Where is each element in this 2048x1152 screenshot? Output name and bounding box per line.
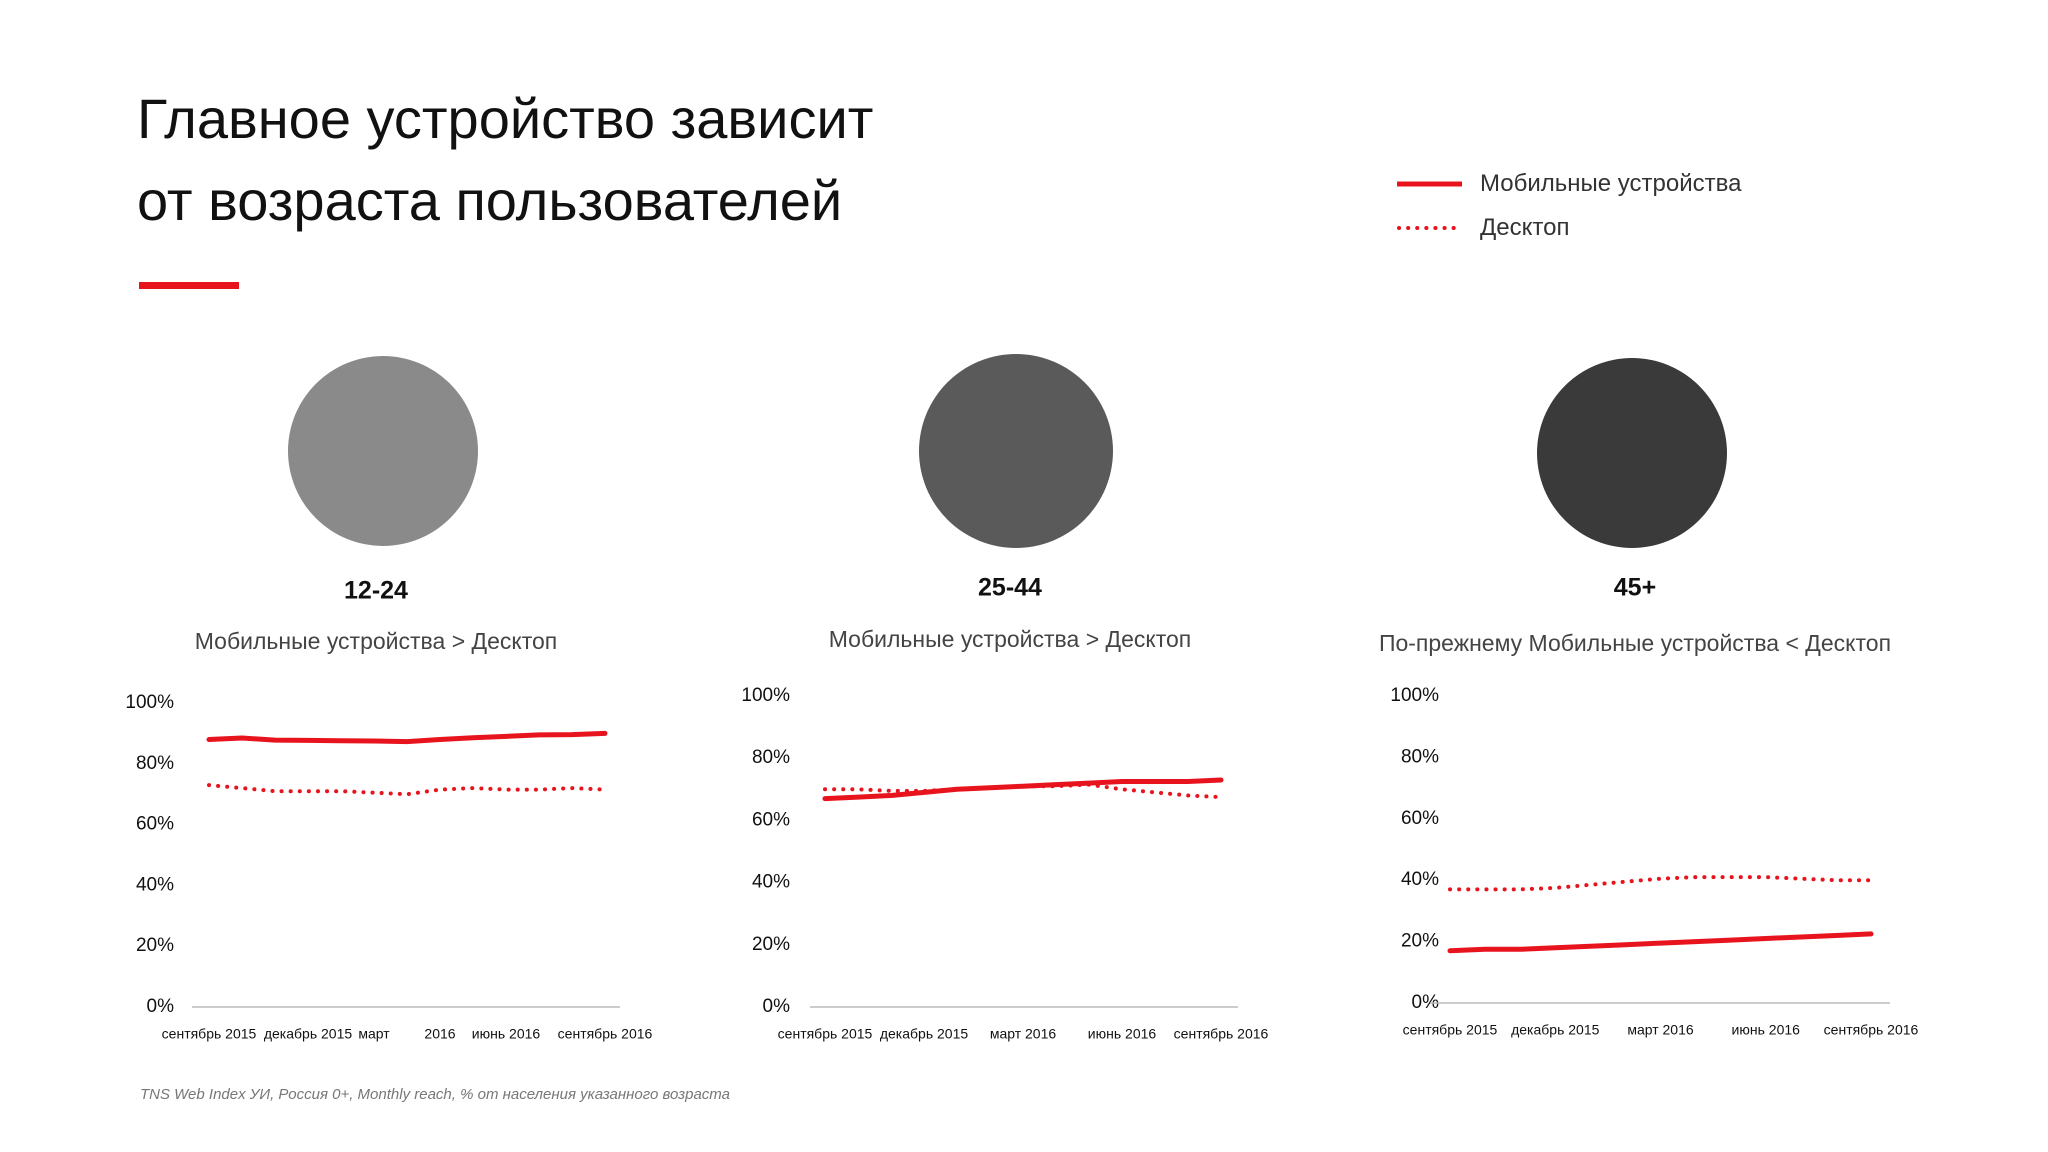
y-tick-label: 40% (1401, 869, 1439, 890)
x-tick-label: декабрь 2015 (264, 1026, 353, 1042)
x-tick-label: декабрь 2015 (880, 1026, 969, 1042)
x-tick-label: март 2016 (990, 1026, 1057, 1042)
x-tick-label: июнь 2016 (1088, 1026, 1157, 1042)
footnote: TNS Web Index УИ, Россия 0+, Monthly rea… (140, 1086, 730, 1103)
y-tick-label: 80% (752, 747, 790, 768)
x-tick-label: сентябрь 2015 (162, 1026, 257, 1042)
series-line (1448, 875, 1873, 892)
title: Главное устройство зависит от возраста п… (137, 87, 874, 232)
x-tick-label: сентябрь 2016 (1174, 1026, 1269, 1042)
y-tick-label: 60% (136, 814, 174, 835)
x-tick-label: 2016 (424, 1026, 455, 1042)
x-tick-label: сентябрь 2015 (778, 1026, 873, 1042)
x-tick-label: декабрь 2015 (1511, 1022, 1600, 1038)
legend-label: Мобильные устройства (1480, 170, 1742, 197)
x-tick-label: сентябрь 2016 (558, 1026, 653, 1042)
y-tick-label: 0% (1412, 992, 1440, 1013)
y-tick-label: 60% (752, 809, 790, 830)
y-tick-label: 100% (1390, 685, 1439, 706)
chart-heading: 12-24 (344, 577, 408, 605)
x-tick-label: март 2016 (1627, 1022, 1694, 1038)
y-tick-label: 40% (136, 874, 174, 895)
chart-subtitle: Мобильные устройства > Десктоп (195, 628, 557, 654)
y-tick-label: 100% (741, 685, 790, 706)
chart-heading: 25-44 (978, 574, 1042, 602)
y-tick-label: 0% (147, 996, 175, 1017)
x-tick-label: март (358, 1026, 390, 1042)
chart-subtitle: Мобильные устройства > Десктоп (829, 626, 1191, 652)
series-line (1447, 931, 1874, 954)
x-tick-label: сентябрь 2015 (1403, 1022, 1498, 1038)
y-tick-label: 80% (136, 753, 174, 774)
y-tick-label: 40% (752, 872, 790, 893)
y-tick-label: 20% (136, 935, 174, 956)
x-tick-label: июнь 2016 (472, 1026, 541, 1042)
y-tick-label: 20% (1401, 931, 1439, 952)
y-tick-label: 80% (1401, 746, 1439, 767)
legend-label: Десктоп (1480, 214, 1570, 241)
chart-heading: 45+ (1614, 574, 1656, 602)
chart-subtitle: По-прежнему Мобильные устройства < Дескт… (1379, 630, 1891, 656)
y-tick-label: 20% (752, 934, 790, 955)
series-line (206, 730, 608, 745)
series-line (207, 783, 607, 797)
y-tick-label: 100% (125, 692, 174, 713)
series-line (822, 777, 1224, 802)
photo (919, 354, 1113, 548)
y-tick-label: 0% (763, 996, 791, 1017)
title-underline (139, 282, 239, 289)
x-tick-label: сентябрь 2016 (1824, 1022, 1919, 1038)
y-tick-label: 60% (1401, 808, 1439, 829)
photo (288, 356, 478, 546)
photo (1537, 358, 1727, 548)
x-tick-label: июнь 2016 (1732, 1022, 1801, 1038)
